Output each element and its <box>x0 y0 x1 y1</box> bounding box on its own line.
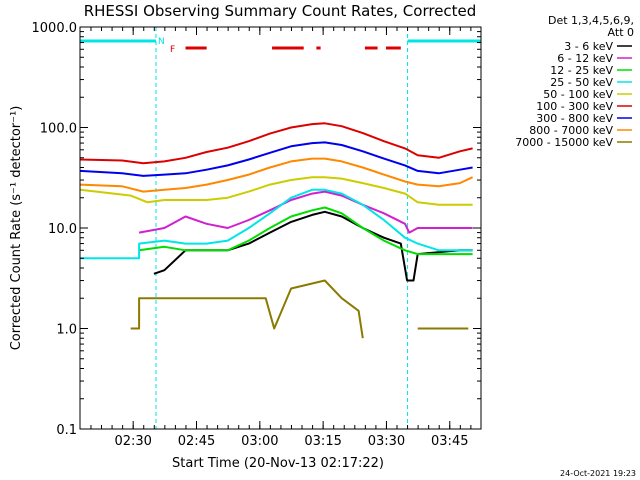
x-tick-label: 03:15 <box>304 434 341 449</box>
y-axis: 0.1 1.0 10.0 100.0 1000.0 <box>32 21 481 438</box>
series-line <box>79 122 473 165</box>
legend-header: Det 1,3,4,5,6,9, Att 0 <box>548 14 634 39</box>
series-line <box>138 206 473 256</box>
chart-title: RHESSI Observing Summary Count Rates, Co… <box>84 2 477 20</box>
y-tick-label: 100.0 <box>40 122 77 137</box>
night-markers <box>80 27 481 429</box>
night-flag: N <box>158 37 165 47</box>
legend-label: 7000 - 15000 keV <box>515 136 613 149</box>
x-tick-label: 02:30 <box>114 434 151 449</box>
series-line <box>80 188 473 260</box>
series-line <box>138 190 473 234</box>
series-line <box>79 141 473 177</box>
series-line <box>79 157 474 193</box>
legend-header-line-1: Det 1,3,4,5,6,9, <box>548 14 634 27</box>
x-tick-label: 03:30 <box>368 434 405 449</box>
x-tick-label: 02:45 <box>178 434 215 449</box>
plot-area: 02:30 02:45 03:00 03:15 03:30 03:45 0.1 1.0 10.… <box>32 21 482 449</box>
legend-label: 800 - 7000 keV <box>529 124 613 137</box>
legend-label: 6 - 12 keV <box>557 52 613 65</box>
x-tick-label: 03:45 <box>431 434 468 449</box>
series-line <box>79 176 473 206</box>
footer-date: 24-Oct-2021 19:23 <box>560 469 636 478</box>
x-axis: 02:30 02:45 03:00 03:15 03:30 03:45 <box>90 27 472 449</box>
series-layer <box>79 122 474 339</box>
series-line <box>130 279 469 339</box>
y-axis-label: Corrected Count Rate (s⁻¹ detector⁻¹) <box>9 106 24 351</box>
legend-label: 12 - 25 keV <box>550 64 613 77</box>
y-tick-label: 0.1 <box>56 423 77 438</box>
x-axis-label: Start Time (20-Nov-13 02:17:22) <box>172 456 384 471</box>
legend-label: 300 - 800 keV <box>536 112 613 125</box>
y-tick-label: 10.0 <box>48 222 77 237</box>
x-tick-label: 03:00 <box>241 434 278 449</box>
legend-label: 3 - 6 keV <box>564 40 613 53</box>
legend-label: 25 - 50 keV <box>550 76 613 89</box>
legend-header-line-2: Att 0 <box>608 26 634 39</box>
legend-label: 100 - 300 keV <box>536 100 613 113</box>
y-tick-label: 1000.0 <box>32 21 78 36</box>
legend-label: 50 - 100 keV <box>543 88 613 101</box>
y-tick-label: 1.0 <box>56 323 77 338</box>
flare-flag: F <box>170 45 175 55</box>
